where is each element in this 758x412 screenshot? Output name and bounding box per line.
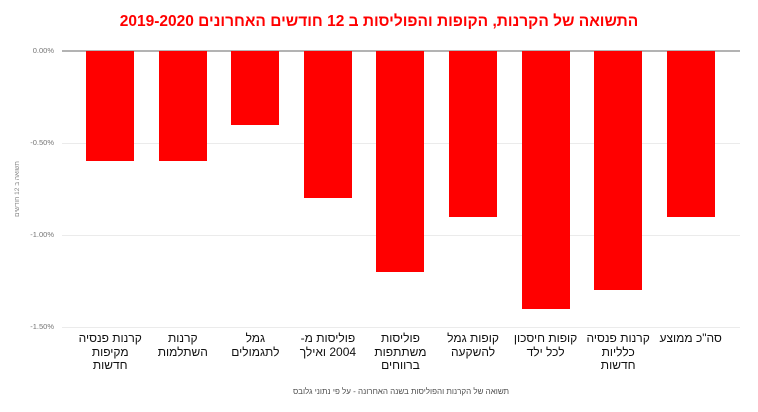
x-axis-label: קופות גמל להשקעה bbox=[447, 331, 499, 359]
bar bbox=[158, 51, 207, 162]
chart-title: התשואה של הקרנות, הקופות והפוליסות ב 12 … bbox=[119, 13, 639, 30]
gridline bbox=[62, 326, 740, 328]
y-tick-label: 0.00% bbox=[32, 46, 54, 55]
bar-slot bbox=[219, 51, 292, 327]
bar-slot bbox=[437, 51, 510, 327]
x-axis-label: קרנות פנסיה מקיפות חדשות bbox=[78, 331, 142, 372]
bars-row bbox=[74, 51, 727, 327]
y-tick-label: -1.00% bbox=[30, 230, 54, 239]
bar bbox=[521, 51, 570, 309]
x-axis-labels: סה"כ ממוצע קרנות פנסיה כלליות חדשות קופות … bbox=[74, 331, 727, 373]
y-axis-title: תשואה ב 12 חודשים bbox=[14, 161, 21, 217]
chart-footnote: תשואה של הקרנות והפוליסות בשנה האחרונה -… bbox=[292, 387, 510, 396]
bar bbox=[594, 51, 643, 291]
bar-slot bbox=[364, 51, 437, 327]
x-axis-label: פוליסות מ- 2004 ואילך bbox=[299, 331, 357, 359]
bar-slot bbox=[654, 51, 727, 327]
bar bbox=[303, 51, 352, 199]
x-axis-label: פוליסות משתתפות ברווחים bbox=[374, 331, 427, 372]
bar-slot bbox=[74, 51, 147, 327]
x-axis-label: סה"כ ממוצע bbox=[659, 331, 722, 345]
bar-slot bbox=[582, 51, 655, 327]
y-tick-label: -1.50% bbox=[30, 322, 54, 331]
bar-slot bbox=[147, 51, 220, 327]
bar-slot bbox=[292, 51, 365, 327]
bar bbox=[376, 51, 425, 272]
x-axis-label: גמל לתגמולים bbox=[231, 331, 280, 359]
bar bbox=[86, 51, 135, 162]
y-tick-label: -0.50% bbox=[30, 138, 54, 147]
bar bbox=[666, 51, 715, 217]
x-axis-label: קרנות השתלמות bbox=[157, 331, 208, 359]
bar bbox=[449, 51, 498, 217]
x-axis-label: קרנות פנסיה כלליות חדשות bbox=[586, 331, 650, 372]
bar-slot bbox=[509, 51, 582, 327]
x-axis-label: קופות חיסכון לכל ילד bbox=[513, 331, 578, 359]
bar bbox=[231, 51, 280, 125]
